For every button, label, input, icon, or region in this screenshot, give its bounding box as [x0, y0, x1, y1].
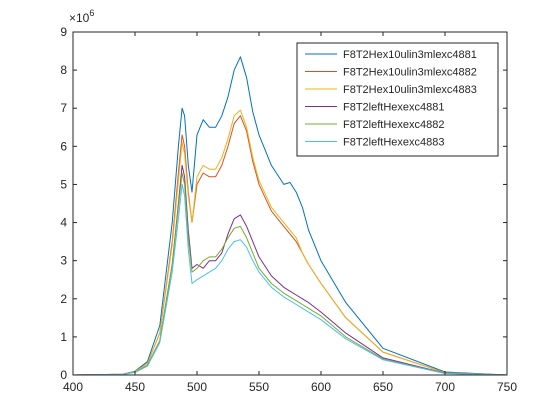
x-axis: 400 450 500 550 600 650 700 750	[63, 32, 517, 394]
legend-label-2: F8T2Hex10ulin3mlexc4882	[343, 67, 477, 79]
y-tick-label: 7	[60, 101, 67, 115]
legend-label-3: F8T2Hex10ulin3mlexc4883	[343, 84, 477, 96]
y-axis-exponent: ×106	[69, 8, 94, 25]
y-exponent-power: 6	[89, 8, 94, 18]
axes-box	[72, 31, 508, 376]
y-tick-label: 1	[60, 330, 67, 344]
y-tick-label: 2	[60, 292, 67, 306]
y-tick-label: 4	[60, 216, 67, 230]
x-tick-label: 400	[63, 380, 83, 394]
x-tick-label: 750	[497, 380, 517, 394]
y-axis: 0 1 2 3 4 5 6 7 8 9	[60, 25, 507, 382]
y-tick-label: 3	[60, 254, 67, 268]
legend-label-6: F8T2leftHexexc4883	[343, 137, 445, 149]
legend: F8T2Hex10ulin3mlexc4881 F8T2Hex10ulin3mle…	[296, 42, 499, 157]
x-tick-label: 650	[373, 380, 393, 394]
legend-label-4: F8T2leftHexexc4881	[343, 102, 445, 114]
y-exponent-base: ×10	[69, 11, 90, 25]
series-line-1	[72, 56, 508, 376]
y-tick-label: 9	[60, 25, 67, 39]
legend-label-5: F8T2leftHexexc4882	[343, 119, 445, 131]
legend-label-1: F8T2Hex10ulin3mlexc4881	[343, 49, 477, 61]
x-tick-label: 600	[311, 380, 331, 394]
y-tick-label: 8	[60, 63, 67, 77]
series-layer	[72, 56, 508, 376]
series-line-5	[72, 172, 508, 376]
series-line-6	[72, 183, 508, 376]
legend-box	[296, 42, 499, 157]
x-tick-label: 550	[249, 380, 269, 394]
x-tick-label: 450	[125, 380, 145, 394]
y-tick-label: 6	[60, 139, 67, 153]
x-tick-label: 500	[187, 380, 207, 394]
series-line-3	[72, 109, 508, 376]
x-tick-label: 700	[435, 380, 455, 394]
y-tick-label: 0	[60, 368, 67, 382]
y-tick-label: 5	[60, 177, 67, 191]
